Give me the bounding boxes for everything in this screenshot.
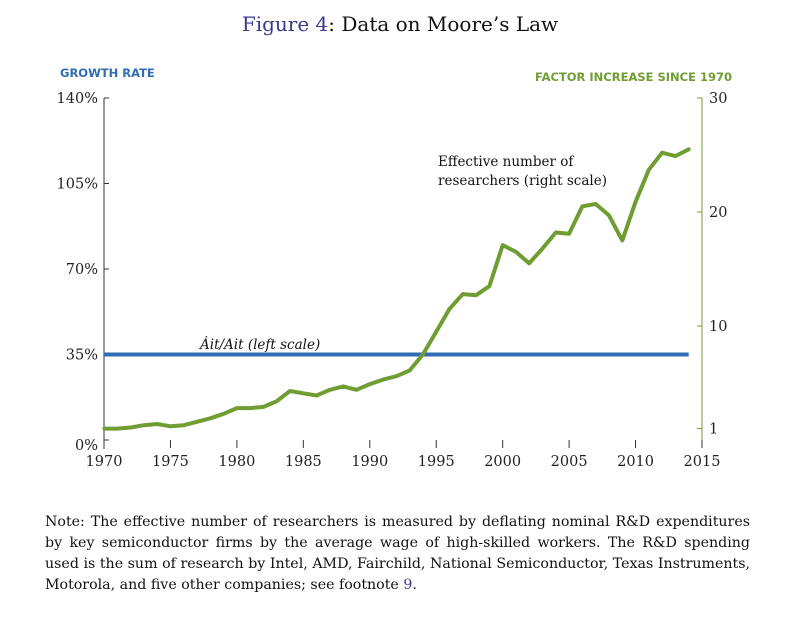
x-tick-label: 1990 [351,454,388,470]
researchers-data-point [421,352,425,357]
x-tick-label: 1985 [285,454,322,470]
researchers-data-point [248,406,252,410]
researchers-data-point [408,368,412,373]
left-tick-label: 70% [66,262,98,278]
researchers-data-point [261,405,266,409]
researchers-data-point [673,154,678,158]
researchers-data-point [474,293,478,297]
x-tick-label: 1970 [86,454,123,470]
researchers-data-point [580,204,585,208]
left-tick-label: 35% [66,348,98,364]
left-tick-label: 140% [57,91,98,107]
researchers-data-point [102,427,106,431]
researchers-data-point [660,151,664,155]
researchers-data-point [354,388,359,392]
researchers-data-point [328,388,332,392]
x-tick-label: 1975 [152,454,189,470]
right-tick-label: 20 [709,205,727,221]
right-tick-label: 1 [709,422,718,438]
researchers-data-point [275,399,279,403]
researchers-data-point [487,284,491,288]
researchers-data-point [195,420,199,424]
researchers-data-point [235,406,239,410]
researchers-series-points [102,147,691,431]
footnote-reference[interactable]: 9 [403,577,413,593]
right-axis-title: FACTOR INCREASE SINCE 1970 [535,70,732,84]
left-tick-label: 105% [57,177,98,193]
figure-note: Note: The effective number of researcher… [45,512,750,596]
figure-title-text: Data on Moore’s Law [341,12,559,36]
growth-rate-annotation: Ȧit/Ait (left scale) [198,336,320,353]
researchers-annotation-line2: researchers (right scale) [438,173,607,189]
researchers-data-point [341,384,345,389]
researchers-data-point [461,292,465,296]
researchers-data-point [501,243,505,247]
researchers-data-point [394,374,398,378]
researchers-data-point [567,232,571,236]
x-tick-label: 2015 [684,454,721,470]
figure-title-separator: : [328,12,335,36]
researchers-data-point [607,213,611,218]
x-tick-label: 1980 [218,454,255,470]
note-end: . [412,577,417,593]
moores-law-chart: GROWTH RATE FACTOR INCREASE SINCE 1970 0… [57,66,732,470]
right-tick-label: 30 [709,91,727,107]
researchers-annotation-line1: Effective number of [438,154,574,170]
researchers-data-point [142,423,146,427]
researchers-data-point [115,427,119,431]
note-text: Note: The effective number of researcher… [45,514,750,593]
left-axis-ticks: 0% 35% 70% 105% 140% [57,91,109,454]
researchers-data-point [288,389,292,393]
researchers-data-point [168,424,173,428]
figure-title: Figure 4: Data on Moore’s Law [0,12,800,36]
researchers-data-point [687,147,691,151]
researchers-data-point [514,250,518,254]
right-axis-ticks: 1 10 20 30 [697,91,727,438]
right-tick-label: 10 [709,319,727,335]
left-axis-title: GROWTH RATE [60,66,155,80]
researchers-series-line [104,147,691,431]
x-axis-ticks: 1970 1975 1980 1985 1990 1995 2000 2005 2010 2015 [86,440,721,470]
researchers-data-point [540,246,545,251]
x-tick-label: 2000 [484,454,521,470]
researchers-data-point [647,168,651,172]
researchers-data-point [554,230,558,235]
researchers-data-point [128,425,133,430]
researchers-data-point [368,382,372,386]
researchers-data-point [620,238,624,243]
researchers-data-point [633,200,638,204]
x-tick-label: 2010 [617,454,654,470]
researchers-data-point [301,391,305,395]
left-tick-label: 0% [75,438,98,454]
researchers-data-point [208,416,212,420]
researchers-data-point [222,412,226,416]
researchers-data-point [434,330,438,334]
x-tick-label: 1995 [418,454,455,470]
researchers-data-point [381,377,385,382]
researchers-data-point [182,423,186,427]
researchers-data-point [155,422,159,426]
researchers-data-point [315,393,319,398]
x-tick-label: 2005 [551,454,588,470]
researchers-data-point [447,307,452,311]
researchers-data-point [527,261,531,265]
figure-label: Figure 4 [241,12,329,36]
researchers-data-point [594,202,598,206]
